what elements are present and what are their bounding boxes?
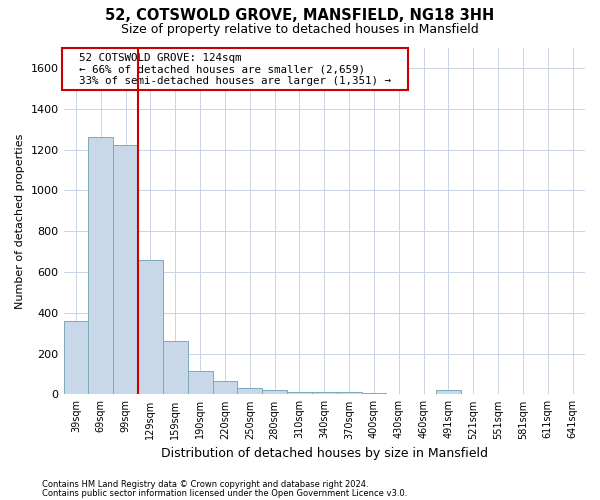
Bar (113, 146, 138, 394)
Bar (337, 392, 362, 394)
X-axis label: Distribution of detached houses by size in Mansfield: Distribution of detached houses by size … (161, 447, 488, 460)
Text: Contains public sector information licensed under the Open Government Licence v3: Contains public sector information licen… (42, 489, 407, 498)
Bar (262, 390, 287, 394)
Bar (287, 392, 312, 394)
Bar (312, 392, 337, 394)
Bar (138, 260, 163, 394)
Y-axis label: Number of detached properties: Number of detached properties (15, 134, 25, 308)
Bar (238, 388, 262, 394)
Bar (436, 390, 461, 394)
Text: Size of property relative to detached houses in Mansfield: Size of property relative to detached ho… (121, 22, 479, 36)
Text: 52 COTSWOLD GROVE: 124sqm  
  ← 66% of detached houses are smaller (2,659)  
  3: 52 COTSWOLD GROVE: 124sqm ← 66% of detac… (66, 52, 404, 86)
Bar (163, 342, 188, 394)
Bar (212, 381, 238, 394)
Text: 52, COTSWOLD GROVE, MANSFIELD, NG18 3HH: 52, COTSWOLD GROVE, MANSFIELD, NG18 3HH (106, 8, 494, 22)
Bar (88, 138, 113, 394)
Text: Contains HM Land Registry data © Crown copyright and database right 2024.: Contains HM Land Registry data © Crown c… (42, 480, 368, 489)
Bar (64, 321, 88, 394)
Bar (188, 371, 212, 394)
